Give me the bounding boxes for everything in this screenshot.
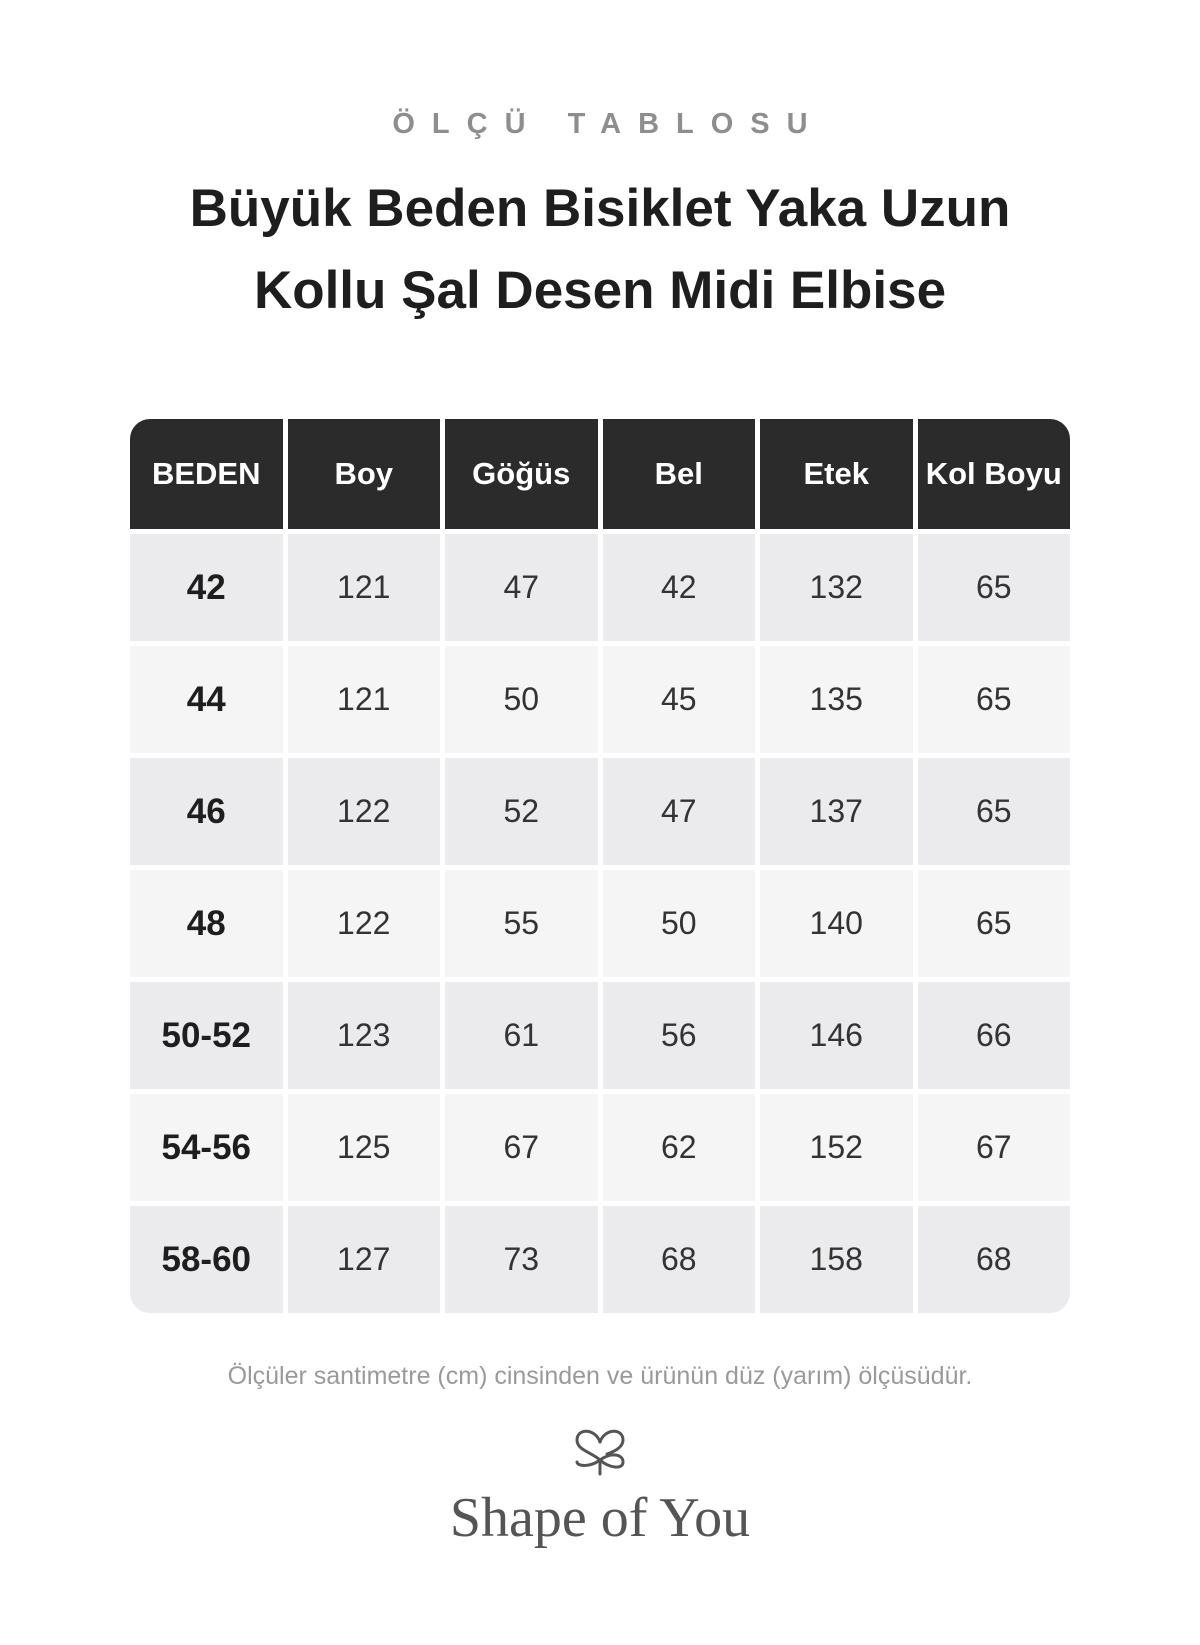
value-cell: 56 xyxy=(602,982,755,1089)
value-cell: 68 xyxy=(917,1206,1070,1313)
brand: Shape of You xyxy=(449,1487,751,1549)
size-cell: 50-52 xyxy=(130,982,283,1089)
column-header: BEDEN xyxy=(130,419,283,529)
value-cell: 123 xyxy=(287,982,440,1089)
value-cell: 121 xyxy=(287,646,440,753)
value-cell: 66 xyxy=(917,982,1070,1089)
size-cell: 46 xyxy=(130,758,283,865)
value-cell: 62 xyxy=(602,1094,755,1201)
value-cell: 125 xyxy=(287,1094,440,1201)
value-cell: 122 xyxy=(287,758,440,865)
value-cell: 140 xyxy=(760,870,913,977)
column-header: Boy xyxy=(287,419,440,529)
value-cell: 127 xyxy=(287,1206,440,1313)
value-cell: 65 xyxy=(917,646,1070,753)
value-cell: 61 xyxy=(445,982,598,1089)
kicker: ÖLÇÜ TABLOSU xyxy=(392,108,825,140)
title-line: Büyük Beden Bisiklet Yaka Uzun xyxy=(189,179,1011,238)
size-cell: 54-56 xyxy=(130,1094,283,1201)
value-cell: 146 xyxy=(760,982,913,1089)
title: Büyük Beden Bisiklet Yaka Uzun Kollu Şal… xyxy=(0,168,1200,332)
value-cell: 152 xyxy=(760,1094,913,1201)
value-cell: 52 xyxy=(445,758,598,865)
value-cell: 121 xyxy=(287,534,440,641)
value-cell: 45 xyxy=(602,646,755,753)
size-table: BEDEN Boy Göğüs Bel Etek Kol Boyu 42 121 47 42 132… xyxy=(130,419,1070,1313)
value-cell: 47 xyxy=(445,534,598,641)
value-cell: 158 xyxy=(760,1206,913,1313)
value-cell: 137 xyxy=(760,758,913,865)
footnote: Ölçüler santimetre (cm) cinsinden ve ürü… xyxy=(227,1362,973,1390)
value-cell: 65 xyxy=(917,870,1070,977)
value-cell: 65 xyxy=(917,758,1070,865)
value-cell: 50 xyxy=(445,646,598,753)
value-cell: 135 xyxy=(760,646,913,753)
value-cell: 55 xyxy=(445,870,598,977)
value-cell: 65 xyxy=(917,534,1070,641)
size-cell: 44 xyxy=(130,646,283,753)
column-header: Göğüs xyxy=(445,419,598,529)
value-cell: 122 xyxy=(287,870,440,977)
title-line: Kollu Şal Desen Midi Elbise xyxy=(253,261,947,320)
size-cell: 48 xyxy=(130,870,283,977)
value-cell: 50 xyxy=(602,870,755,977)
value-cell: 68 xyxy=(602,1206,755,1313)
size-cell: 42 xyxy=(130,534,283,641)
column-header: Bel xyxy=(602,419,755,529)
value-cell: 132 xyxy=(760,534,913,641)
value-cell: 42 xyxy=(602,534,755,641)
value-cell: 67 xyxy=(917,1094,1070,1201)
logo xyxy=(575,1429,625,1476)
size-cell: 58-60 xyxy=(130,1206,283,1313)
value-cell: 47 xyxy=(602,758,755,865)
column-header: Etek xyxy=(760,419,913,529)
column-header: Kol Boyu xyxy=(917,419,1070,529)
value-cell: 67 xyxy=(445,1094,598,1201)
value-cell: 73 xyxy=(445,1206,598,1313)
